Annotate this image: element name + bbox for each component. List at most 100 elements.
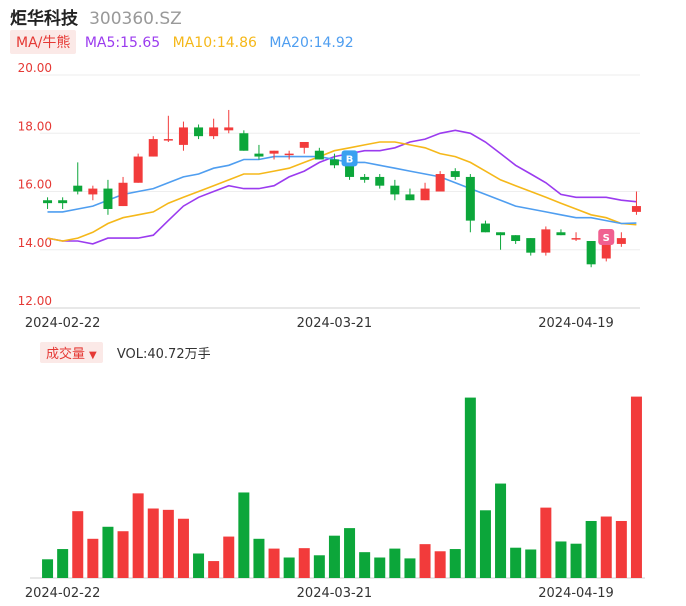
candle-body	[631, 206, 641, 212]
volume-bar	[359, 552, 371, 578]
volume-bar	[434, 551, 446, 578]
volume-bar	[630, 396, 642, 578]
candle-body	[420, 188, 430, 201]
volume-legend: 成交量 ▼ VOL:40.72万手	[40, 342, 211, 363]
volume-bar	[42, 559, 54, 578]
candle-body	[269, 150, 279, 154]
volume-bar	[464, 397, 476, 578]
candle-body	[556, 232, 566, 236]
volume-bar	[600, 516, 612, 578]
candle-body	[239, 133, 249, 151]
volume-bar	[162, 509, 174, 578]
ma-legend: MA/牛熊 MA5:15.65 MA10:14.86 MA20:14.92	[10, 30, 362, 54]
candle-body	[405, 194, 415, 201]
x-tick-label: 2024-04-19	[538, 316, 614, 331]
candle-body	[118, 182, 128, 207]
volume-bar	[208, 561, 220, 578]
volume-bar	[525, 549, 537, 578]
y-tick-label: 20.00	[18, 61, 52, 75]
ma-indicator-selector[interactable]: MA/牛熊	[10, 30, 77, 54]
volume-value: VOL:40.72万手	[116, 347, 211, 362]
volume-bar	[495, 483, 507, 578]
candle-body	[360, 176, 370, 180]
candle-body	[541, 229, 551, 253]
candle-body	[178, 127, 188, 145]
y-tick-label: 14.00	[18, 236, 52, 250]
volume-tag-label: 成交量	[46, 347, 86, 362]
candle-body	[511, 235, 521, 242]
volume-bar	[389, 548, 401, 578]
stock-code: 300360.SZ	[89, 9, 182, 29]
volume-x-tick-label: 2024-02-22	[25, 586, 101, 601]
candle-body	[480, 223, 490, 233]
candle-body	[254, 153, 264, 157]
candle-body	[43, 200, 53, 204]
y-tick-label: 18.00	[18, 119, 52, 133]
x-tick-label: 2024-02-22	[25, 316, 101, 331]
volume-bar	[555, 541, 567, 578]
ma20-legend: MA20:14.92	[269, 35, 354, 51]
candle-body	[435, 174, 445, 192]
volume-bar	[102, 526, 114, 578]
volume-bar	[117, 531, 129, 578]
candle-body	[103, 188, 113, 209]
candle-body	[148, 139, 158, 157]
ma10-legend: MA10:14.86	[172, 35, 257, 51]
y-tick-label: 16.00	[18, 178, 52, 192]
volume-bar	[479, 510, 491, 578]
signal-marker-badge	[598, 229, 615, 246]
volume-bar	[253, 538, 265, 578]
volume-bar	[268, 548, 280, 578]
candle-body	[58, 200, 68, 204]
ma5-line	[47, 129, 637, 245]
volume-x-tick-label: 2024-04-19	[538, 586, 614, 601]
candle-body	[571, 238, 581, 240]
signal-marker-label: B	[346, 154, 354, 165]
volume-bar	[449, 549, 461, 578]
stock-name: 炬华科技	[10, 9, 78, 29]
volume-bar	[72, 511, 84, 578]
ma10-line	[47, 141, 637, 242]
y-tick-label: 12.00	[18, 294, 52, 308]
volume-bar	[328, 535, 340, 578]
volume-bar	[57, 549, 69, 578]
volume-bar	[223, 536, 235, 578]
volume-bar	[283, 557, 295, 578]
volume-bar	[87, 538, 99, 578]
candle-body	[390, 185, 400, 195]
candle-body	[586, 241, 596, 265]
candle-body	[224, 127, 234, 131]
candle-body	[616, 238, 626, 244]
volume-bar	[404, 558, 416, 578]
volume-bar	[344, 528, 356, 578]
volume-x-tick-label: 2024-03-21	[297, 586, 373, 601]
signal-marker-label: S	[603, 233, 610, 244]
candle-body	[526, 238, 536, 253]
x-tick-label: 2024-03-21	[297, 316, 373, 331]
candle-body	[345, 162, 355, 177]
volume-bar	[177, 518, 189, 578]
ma5-legend: MA5:15.65	[84, 35, 161, 51]
candle-body	[465, 176, 475, 221]
volume-bar	[147, 508, 159, 578]
volume-bar	[132, 493, 144, 578]
candle-body	[194, 127, 204, 137]
candle-body	[496, 232, 506, 236]
volume-bar	[313, 555, 325, 578]
candle-body	[133, 156, 143, 183]
candle-body	[299, 141, 309, 148]
stock-header: 炬华科技 300360.SZ	[10, 4, 182, 29]
volume-indicator-selector[interactable]: 成交量 ▼	[40, 342, 103, 363]
candle-body	[314, 150, 324, 160]
candle-body	[284, 153, 294, 156]
volume-bar	[193, 553, 205, 578]
volume-bar	[585, 520, 597, 578]
volume-bar	[510, 547, 522, 578]
candle-body	[601, 241, 611, 259]
volume-bar	[419, 544, 431, 578]
volume-bar	[238, 492, 250, 578]
candle-body	[88, 188, 98, 195]
volume-bar	[374, 557, 386, 578]
candle-body	[163, 139, 173, 141]
